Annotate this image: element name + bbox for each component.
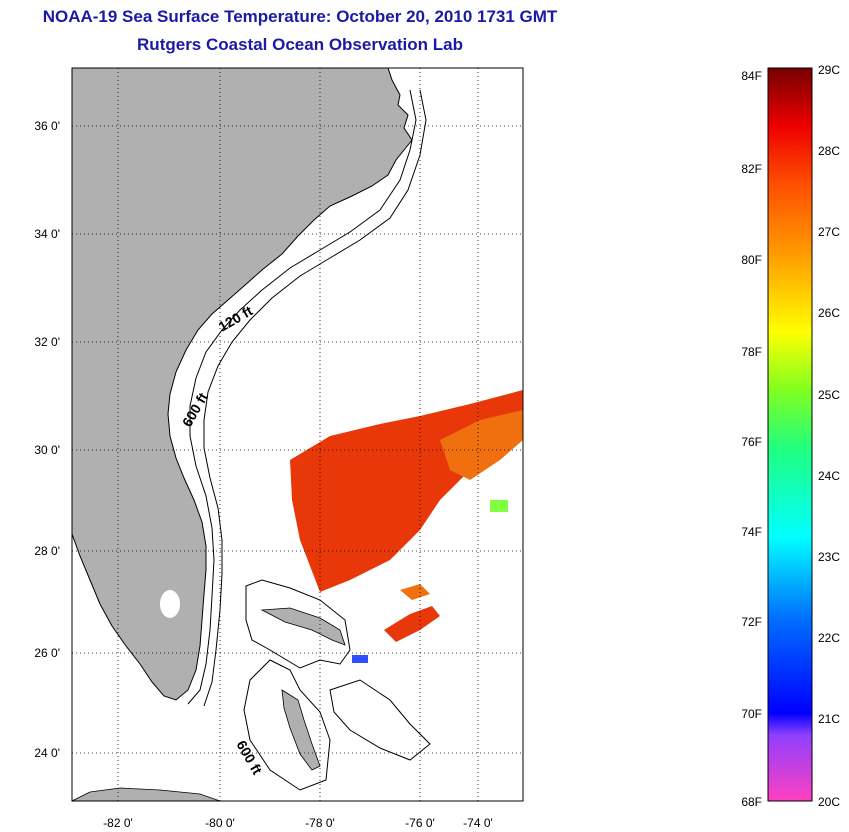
colorbar-f-78: 78F	[741, 345, 762, 359]
colorbar-c-23: 23C	[818, 550, 840, 564]
lat-label-32: 32 0'	[34, 335, 60, 349]
sst-patch-small	[400, 584, 430, 600]
colorbar-c-24: 24C	[818, 469, 840, 483]
colorbar-f-70: 70F	[741, 707, 762, 721]
colorbar-f-76: 76F	[741, 435, 762, 449]
colorbar-c-28: 28C	[818, 144, 840, 158]
lat-label-30: 30 0'	[34, 443, 60, 457]
lake-okeechobee	[160, 590, 180, 618]
colorbar-c-26: 26C	[818, 306, 840, 320]
lat-label-26: 26 0'	[34, 646, 60, 660]
colorbar-f-68: 68F	[741, 795, 762, 809]
lat-label-36: 36 0'	[34, 119, 60, 133]
colorbar-c-22: 22C	[818, 631, 840, 645]
bahamas-andros	[281, 689, 321, 771]
colorbar-c-29: 29C	[818, 63, 840, 77]
contour-120ft	[187, 89, 417, 705]
colorbar-f-82: 82F	[741, 162, 762, 176]
map-border	[71, 67, 524, 802]
sst-cool-pixels	[352, 655, 368, 663]
sst-green-pixels	[490, 500, 508, 512]
colorbar-f-74: 74F	[741, 525, 762, 539]
lon-label-78: -78 0'	[305, 816, 335, 830]
lon-label-76: -76 0'	[405, 816, 435, 830]
lon-label-80: -80 0'	[205, 816, 235, 830]
lat-label-24: 24 0'	[34, 746, 60, 760]
lat-label-34: 34 0'	[34, 227, 60, 241]
sst-swath-east	[440, 410, 523, 480]
land-us-southeast	[72, 68, 413, 701]
lat-label-28: 28 0'	[34, 544, 60, 558]
colorbar-f-80: 80F	[741, 253, 762, 267]
cuba-coast	[72, 787, 221, 801]
sst-patch-south	[384, 606, 440, 642]
colorbar-f-72: 72F	[741, 615, 762, 629]
colorbar-f-84: 84F	[741, 69, 762, 83]
lon-label-82: -82 0'	[103, 816, 133, 830]
colorbar-c-21: 21C	[818, 712, 840, 726]
colorbar-c-27: 27C	[818, 225, 840, 239]
colorbar-c-20: 20C	[818, 795, 840, 809]
contour-600ft	[203, 89, 427, 707]
colorbar-c-25: 25C	[818, 388, 840, 402]
bahamas-grand-bahama	[260, 607, 346, 646]
lon-label-74: -74 0'	[463, 816, 493, 830]
map-subtitle: Rutgers Coastal Ocean Observation Lab	[137, 35, 463, 54]
colorbar	[767, 67, 813, 802]
map-title: NOAA-19 Sea Surface Temperature: October…	[42, 7, 558, 26]
